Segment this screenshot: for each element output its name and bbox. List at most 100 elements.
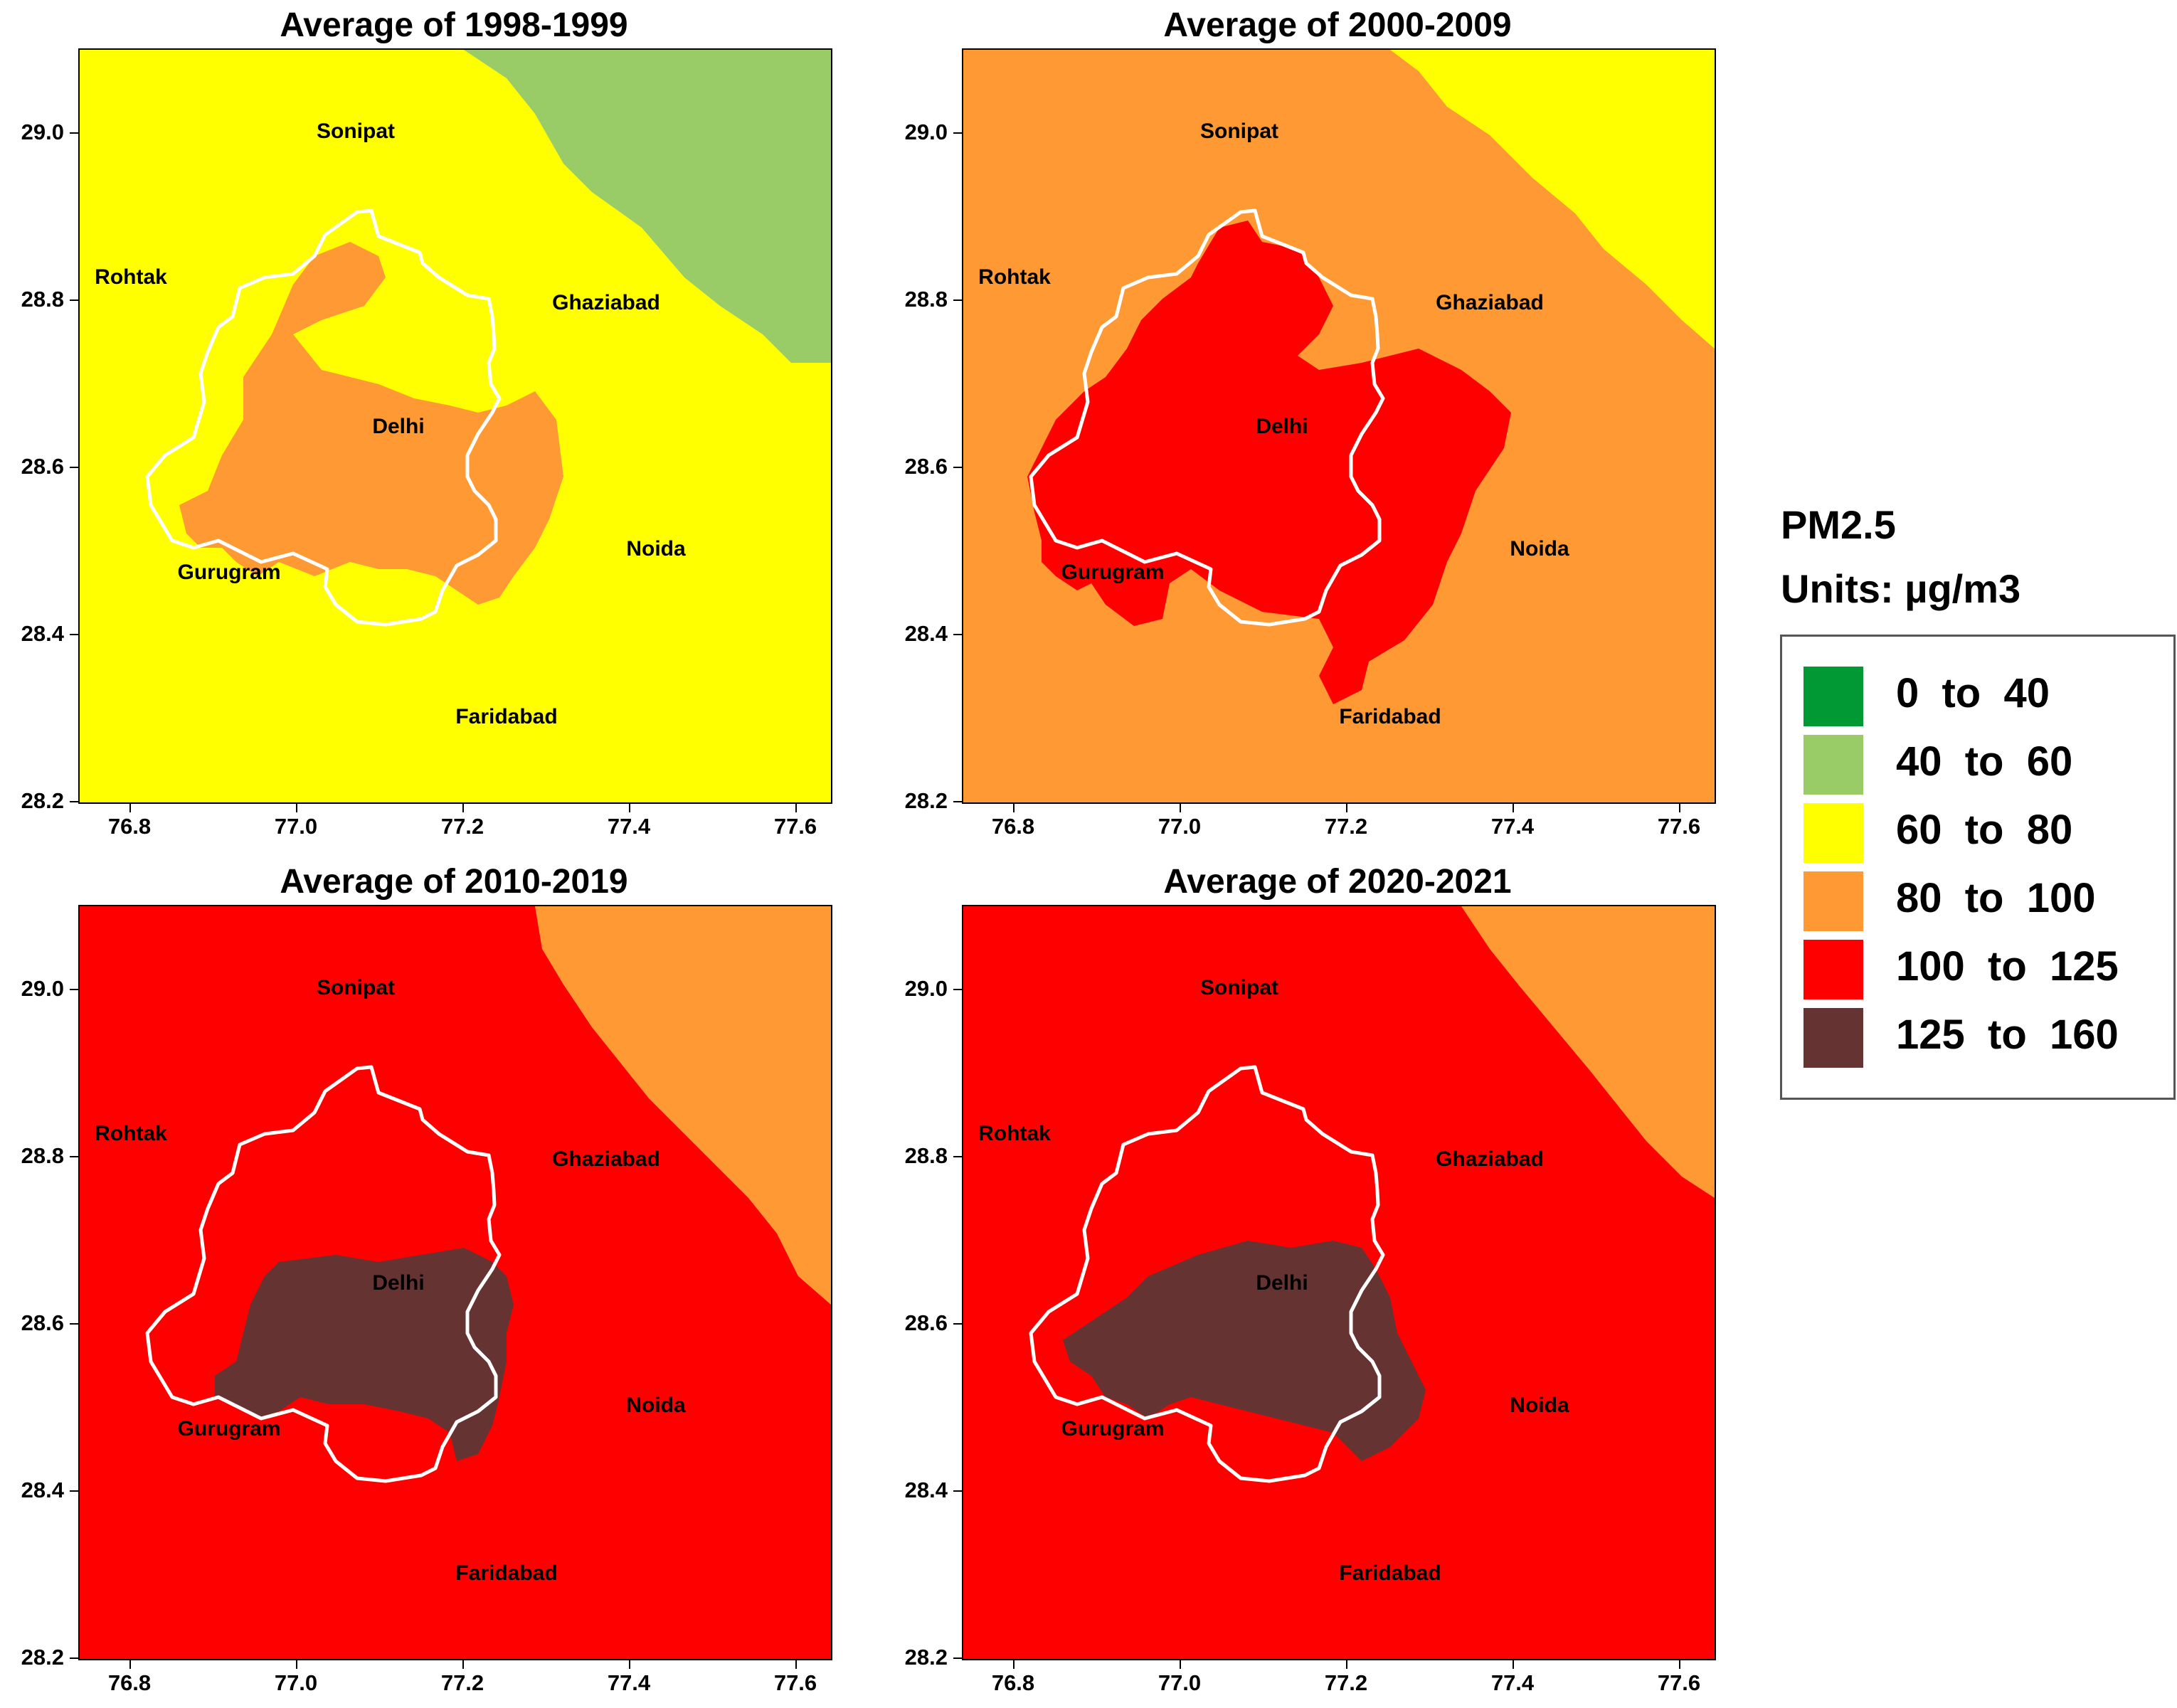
high-pollution-region <box>1027 221 1511 704</box>
delhi-boundary <box>1029 1065 1385 1483</box>
y-axis-tick <box>953 132 963 134</box>
map-canvas <box>145 906 831 1483</box>
y-axis-tick <box>70 1490 80 1492</box>
city-label-sonipat: Sonipat <box>317 120 395 143</box>
city-label-sonipat: Sonipat <box>1200 976 1278 999</box>
secondary-pollution-region <box>1461 906 1715 1198</box>
x-axis-tick-label: 76.8 <box>991 814 1035 839</box>
x-axis-tick-label: 77.6 <box>1657 1670 1701 1695</box>
high-pollution-region <box>1063 1241 1426 1461</box>
x-axis-tick <box>1180 804 1181 812</box>
y-axis-tick-label: 28.4 <box>21 1478 64 1502</box>
delhi-boundary <box>145 208 502 627</box>
city-label-sonipat: Sonipat <box>1200 120 1278 143</box>
y-axis-tick <box>70 1156 80 1157</box>
city-label-faridabad: Faridabad <box>1339 1561 1441 1585</box>
city-label-gurugram: Gurugram <box>177 1417 281 1441</box>
city-label-rohtak: Rohtak <box>978 1122 1051 1145</box>
y-axis-tick-label: 29.0 <box>21 120 64 144</box>
legend: 0 to 40 40 to 60 60 to 80 80 to 100 100 … <box>1780 635 2176 1100</box>
y-axis-tick-label: 28.2 <box>904 788 948 813</box>
x-axis-tick <box>629 1660 630 1669</box>
x-axis-tick-label: 77.2 <box>1324 814 1368 839</box>
legend-title: PM2.5 <box>1781 502 1896 547</box>
y-axis-tick <box>70 801 80 802</box>
high-pollution-region <box>179 242 563 605</box>
y-axis-tick-label: 29.0 <box>21 976 64 1001</box>
city-label-gurugram: Gurugram <box>1061 561 1165 584</box>
map-canvas <box>145 50 831 627</box>
y-axis-tick-label: 28.2 <box>904 1645 948 1670</box>
city-label-faridabad: Faridabad <box>455 1561 558 1585</box>
y-axis-tick <box>953 1323 963 1325</box>
y-axis-tick-label: 29.0 <box>904 976 948 1001</box>
x-axis-tick <box>296 1660 297 1669</box>
city-label-noida: Noida <box>626 1394 686 1417</box>
map-canvas <box>1029 906 1715 1483</box>
y-axis-tick <box>70 989 80 990</box>
city-label-rohtak: Rohtak <box>978 265 1051 289</box>
city-label-faridabad: Faridabad <box>455 705 558 728</box>
x-axis-tick <box>1346 804 1347 812</box>
legend-swatch <box>1803 735 1863 795</box>
y-axis-tick <box>953 299 963 301</box>
y-axis-tick <box>953 467 963 468</box>
x-axis-tick <box>1013 804 1015 812</box>
y-axis-tick-label: 28.6 <box>21 454 64 479</box>
x-axis-tick-label: 77.4 <box>607 814 651 839</box>
y-axis-tick-label: 28.4 <box>21 621 64 646</box>
y-axis-tick <box>953 634 963 635</box>
map-panel: Sonipat Rohtak Ghaziabad Delhi Noida Gurugram… <box>962 48 1716 804</box>
city-label-faridabad: Faridabad <box>1339 705 1441 728</box>
x-axis-tick-label: 76.8 <box>107 814 152 839</box>
legend-swatch <box>1803 667 1863 726</box>
x-axis-tick <box>296 804 297 812</box>
x-axis-tick-label: 77.4 <box>607 1670 651 1695</box>
x-axis-tick <box>129 804 131 812</box>
city-label-noida: Noida <box>1510 1394 1569 1417</box>
x-axis-tick <box>1679 804 1680 812</box>
x-axis-tick-label: 77.6 <box>1657 814 1701 839</box>
y-axis-tick <box>953 1657 963 1659</box>
map-panel: Sonipat Rohtak Ghaziabad Delhi Noida Gurugram… <box>78 905 832 1660</box>
x-axis-tick <box>795 804 797 812</box>
y-axis-tick <box>70 467 80 468</box>
x-axis-tick-label: 77.4 <box>1490 1670 1535 1695</box>
legend-label: 60 to 80 <box>1896 807 2073 853</box>
legend-swatch <box>1803 940 1863 999</box>
city-label-delhi: Delhi <box>1256 1271 1308 1295</box>
city-label-ghaziabad: Ghaziabad <box>1436 291 1544 314</box>
x-axis-tick <box>1180 1660 1181 1669</box>
x-axis-tick <box>462 1660 464 1669</box>
x-axis-tick-label: 76.8 <box>107 1670 152 1695</box>
y-axis-tick-label: 28.8 <box>904 287 948 312</box>
secondary-pollution-region <box>464 50 831 363</box>
y-axis-tick-label: 28.6 <box>904 454 948 479</box>
city-label-gurugram: Gurugram <box>177 561 281 584</box>
x-axis-tick-label: 77.0 <box>1158 814 1202 839</box>
legend-label: 125 to 160 <box>1896 1012 2119 1058</box>
y-axis-tick <box>70 634 80 635</box>
y-axis-tick <box>70 299 80 301</box>
city-label-ghaziabad: Ghaziabad <box>552 291 660 314</box>
city-label-rohtak: Rohtak <box>95 265 167 289</box>
legend-swatch <box>1803 871 1863 931</box>
map-canvas <box>1027 50 1715 704</box>
y-axis-tick <box>953 1156 963 1157</box>
legend-label: 0 to 40 <box>1896 670 2050 716</box>
delhi-boundary <box>1029 208 1385 627</box>
x-axis-tick <box>795 1660 797 1669</box>
legend-units: Units: µg/m3 <box>1781 566 2021 611</box>
x-axis-tick-label: 77.0 <box>274 814 318 839</box>
secondary-pollution-region <box>535 906 831 1305</box>
delhi-boundary <box>145 1065 502 1483</box>
x-axis-tick-label: 77.0 <box>1158 1670 1202 1695</box>
high-pollution-region <box>215 1248 514 1461</box>
y-axis-tick-label: 28.8 <box>904 1143 948 1168</box>
x-axis-tick <box>629 804 630 812</box>
y-axis-tick-label: 29.0 <box>904 120 948 144</box>
y-axis-tick-label: 28.8 <box>21 1143 64 1168</box>
legend-label: 40 to 60 <box>1896 738 2073 785</box>
legend-label: 100 to 125 <box>1896 943 2119 990</box>
y-axis-tick <box>70 1657 80 1659</box>
